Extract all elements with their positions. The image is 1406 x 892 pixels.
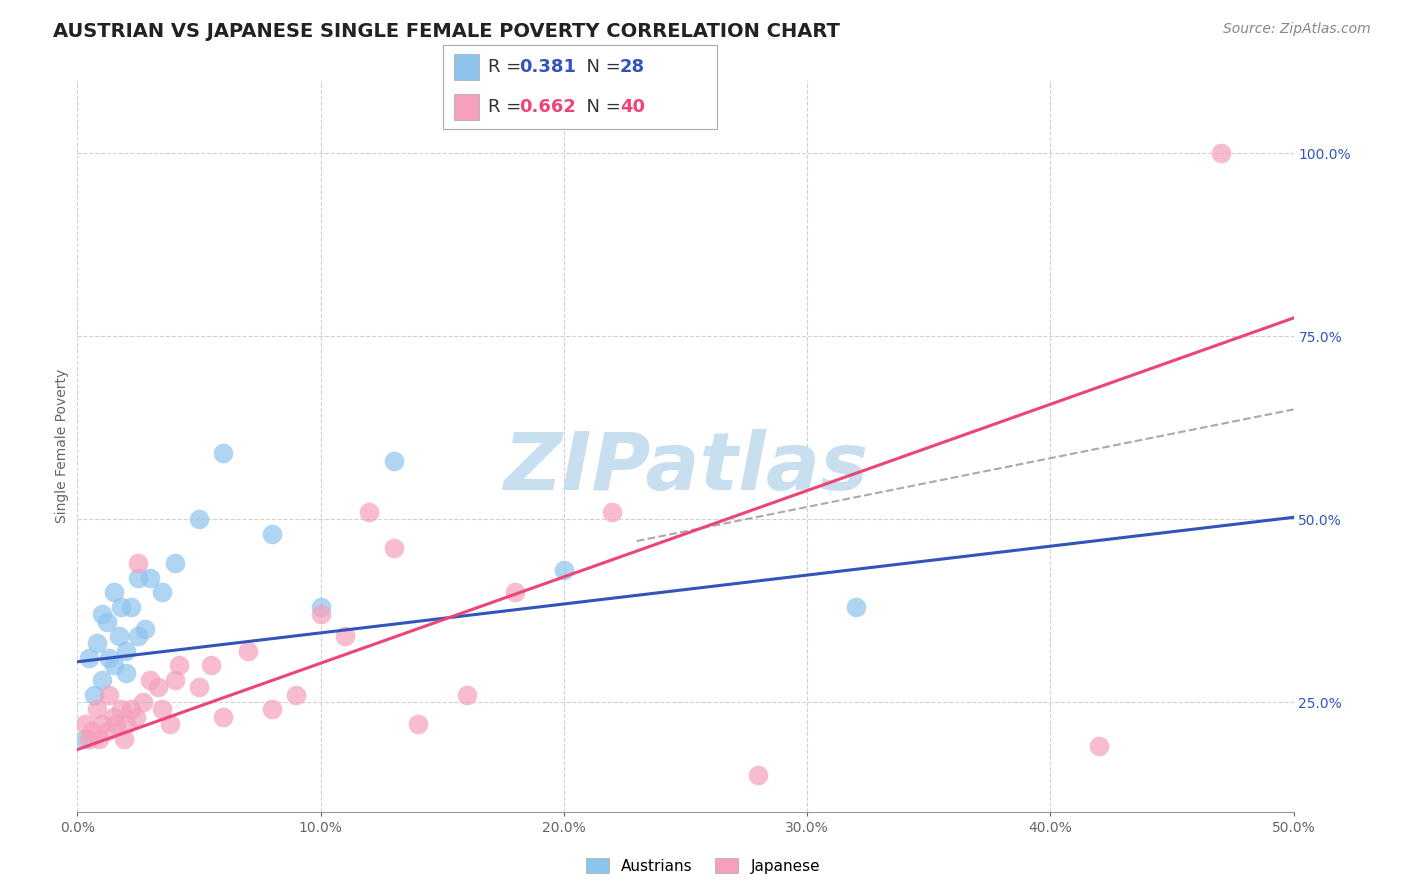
Point bbox=[285, 688, 308, 702]
Point bbox=[97, 688, 120, 702]
Point bbox=[112, 731, 135, 746]
Point bbox=[163, 673, 186, 687]
Point bbox=[456, 688, 478, 702]
Point bbox=[553, 563, 575, 577]
Point bbox=[90, 673, 112, 687]
Point bbox=[96, 724, 118, 739]
Text: R =: R = bbox=[488, 58, 527, 76]
Point bbox=[90, 607, 112, 622]
Point bbox=[125, 709, 148, 723]
Point bbox=[115, 665, 138, 680]
Point bbox=[139, 673, 162, 687]
Y-axis label: Single Female Poverty: Single Female Poverty bbox=[55, 369, 69, 523]
Point bbox=[152, 585, 174, 599]
Point bbox=[80, 724, 103, 739]
Point bbox=[1088, 739, 1111, 753]
Point bbox=[188, 512, 211, 526]
Point bbox=[146, 681, 169, 695]
Point bbox=[103, 658, 125, 673]
Point bbox=[73, 731, 96, 746]
Point bbox=[115, 717, 138, 731]
Point bbox=[333, 629, 356, 643]
Point bbox=[159, 717, 181, 731]
Text: N =: N = bbox=[575, 58, 627, 76]
Point bbox=[260, 702, 283, 716]
Point bbox=[86, 636, 108, 650]
Point bbox=[90, 717, 112, 731]
Point bbox=[103, 709, 125, 723]
Point bbox=[79, 651, 101, 665]
Point bbox=[152, 702, 174, 716]
Point bbox=[110, 599, 132, 614]
Point bbox=[134, 622, 156, 636]
Text: R =: R = bbox=[488, 98, 527, 116]
Point bbox=[382, 453, 405, 467]
Text: Source: ZipAtlas.com: Source: ZipAtlas.com bbox=[1223, 22, 1371, 37]
Point bbox=[503, 585, 526, 599]
Point bbox=[309, 599, 332, 614]
Point bbox=[115, 644, 138, 658]
Point bbox=[169, 658, 191, 673]
Point bbox=[309, 607, 332, 622]
Point bbox=[110, 702, 132, 716]
Text: 40: 40 bbox=[620, 98, 645, 116]
Point bbox=[127, 629, 149, 643]
Point bbox=[127, 571, 149, 585]
Point bbox=[236, 644, 259, 658]
Point bbox=[73, 717, 96, 731]
Point bbox=[105, 717, 128, 731]
Point bbox=[212, 709, 235, 723]
Point bbox=[96, 615, 118, 629]
Point bbox=[212, 446, 235, 460]
Point bbox=[97, 651, 120, 665]
Point bbox=[120, 702, 142, 716]
Point bbox=[406, 717, 429, 731]
Point bbox=[359, 505, 381, 519]
Text: N =: N = bbox=[575, 98, 627, 116]
Point bbox=[188, 681, 211, 695]
Text: 0.662: 0.662 bbox=[519, 98, 575, 116]
Point bbox=[103, 585, 125, 599]
Point bbox=[132, 695, 155, 709]
Legend: Austrians, Japanese: Austrians, Japanese bbox=[579, 852, 827, 880]
Point bbox=[602, 505, 624, 519]
Point bbox=[83, 688, 105, 702]
Text: ZIPatlas: ZIPatlas bbox=[503, 429, 868, 507]
Point bbox=[747, 768, 769, 782]
Point bbox=[79, 731, 101, 746]
Point bbox=[163, 556, 186, 570]
Point bbox=[120, 599, 142, 614]
Point bbox=[139, 571, 162, 585]
Point bbox=[200, 658, 222, 673]
Point bbox=[260, 526, 283, 541]
Point bbox=[127, 556, 149, 570]
Point bbox=[382, 541, 405, 556]
Point bbox=[107, 629, 129, 643]
Text: AUSTRIAN VS JAPANESE SINGLE FEMALE POVERTY CORRELATION CHART: AUSTRIAN VS JAPANESE SINGLE FEMALE POVER… bbox=[53, 22, 841, 41]
Point bbox=[89, 731, 111, 746]
Point bbox=[845, 599, 868, 614]
Point bbox=[1209, 146, 1232, 161]
Text: 28: 28 bbox=[620, 58, 645, 76]
Text: 0.381: 0.381 bbox=[519, 58, 576, 76]
Point bbox=[86, 702, 108, 716]
